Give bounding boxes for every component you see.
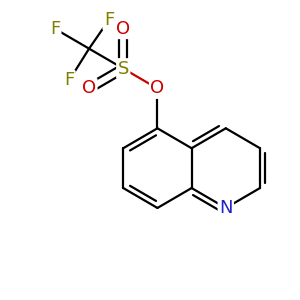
Text: O: O — [150, 80, 164, 98]
Text: O: O — [82, 80, 96, 98]
Text: F: F — [64, 71, 74, 89]
Text: O: O — [116, 20, 130, 38]
Text: N: N — [219, 199, 232, 217]
Text: S: S — [118, 60, 129, 78]
Text: F: F — [50, 20, 60, 38]
Text: F: F — [104, 11, 114, 29]
